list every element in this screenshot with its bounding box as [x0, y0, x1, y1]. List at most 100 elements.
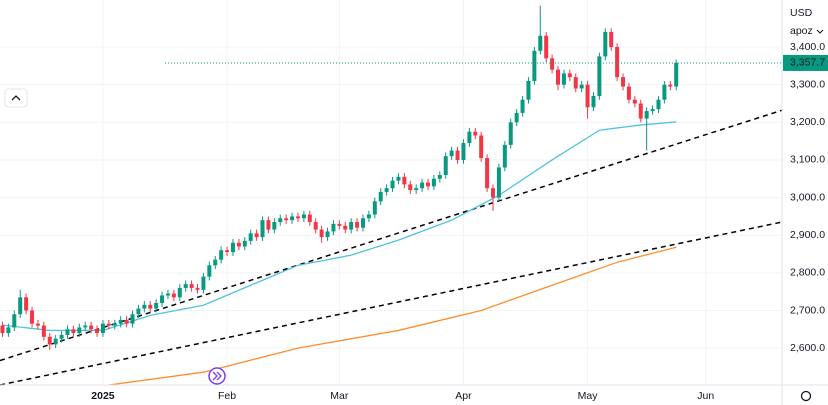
candle-body [479, 135, 484, 159]
candle-body [508, 122, 513, 145]
candle-body [644, 111, 649, 119]
candle-body [35, 323, 40, 326]
candle-body [284, 218, 289, 221]
candle-body [396, 176, 401, 181]
candle-body [207, 265, 212, 277]
candle-body [112, 323, 117, 326]
candle-body [496, 167, 501, 198]
candle-body [65, 329, 70, 335]
candle-body [272, 222, 277, 230]
candle-body [378, 191, 383, 202]
candle-body [53, 338, 58, 345]
collapse-icon [11, 95, 21, 101]
candle-body [77, 327, 82, 334]
candle-body [183, 284, 188, 288]
candle-body [567, 73, 572, 78]
candle-body [390, 180, 395, 189]
candle-body [473, 131, 478, 136]
candle-body [24, 297, 29, 311]
candle-body [331, 223, 336, 232]
settings-icon[interactable] [800, 390, 812, 402]
candle-body [550, 58, 555, 70]
candle-body [467, 131, 472, 144]
candle-body [538, 35, 543, 51]
candle-body [384, 188, 389, 192]
candle-body [95, 329, 100, 334]
candle-body [154, 302, 159, 309]
candle-body [349, 222, 354, 230]
candle-body [248, 233, 253, 241]
candle-body [6, 327, 11, 334]
candle-body [626, 86, 631, 100]
candle-body [561, 73, 566, 85]
plot [0, 5, 783, 386]
candle-body [242, 240, 247, 247]
x-tick-label: Jun [697, 390, 714, 402]
y-tick-label: 2,800.0 [790, 267, 825, 279]
candle-body [278, 218, 283, 223]
collapse-button[interactable] [4, 88, 28, 108]
candle-body [609, 31, 614, 48]
candle-body [674, 62, 679, 87]
candle-body [160, 295, 165, 303]
candle-body [171, 293, 176, 298]
candle-body [18, 297, 23, 315]
x-tick-label: Apr [455, 390, 472, 402]
candle-body [337, 223, 342, 226]
y-tick-label: 3,200.0 [790, 116, 825, 128]
y-tick-label: 2,900.0 [790, 229, 825, 241]
candle-body [136, 308, 141, 315]
candle-body [366, 214, 371, 219]
candle-body [591, 95, 596, 108]
candle-body [431, 178, 436, 187]
trendline [0, 109, 783, 362]
candle-body [615, 47, 620, 78]
candle-body [425, 182, 430, 187]
price-tag-label: 3,357.7 [790, 57, 825, 69]
dropdown-icon[interactable] [816, 29, 824, 34]
candle-body [502, 144, 507, 168]
candle-body [47, 336, 52, 345]
x-tick-label: May [578, 390, 599, 402]
candle-body [355, 222, 360, 228]
candle-body [59, 334, 64, 339]
candle-body [414, 188, 419, 191]
candle-body [266, 220, 271, 230]
grid [0, 0, 782, 385]
candle-body [573, 77, 578, 89]
candle-body [556, 69, 561, 85]
candle-body [402, 176, 407, 185]
candle-body [579, 84, 584, 89]
candle-body [219, 250, 224, 260]
candle-body [662, 84, 667, 100]
candle-body [621, 77, 626, 87]
currency: USD [790, 7, 813, 19]
x-tick-label: Feb [218, 390, 236, 402]
y-tick-label: 2,600.0 [790, 342, 825, 354]
candle-body [12, 314, 17, 328]
candle-body [118, 319, 123, 324]
candle-body [130, 314, 135, 324]
candle-body [148, 304, 153, 309]
candle-body [142, 304, 147, 309]
candle-body [585, 84, 590, 108]
candle-body [437, 175, 442, 179]
candle-body [71, 329, 76, 334]
y-tick-label: 3,400.0 [790, 41, 825, 53]
candle-body [301, 214, 306, 219]
candle-body [30, 310, 35, 324]
candle-body [656, 99, 661, 110]
candle-body [236, 242, 241, 247]
candle-body [408, 184, 413, 191]
candle-body [443, 156, 448, 175]
moving-average [2, 121, 677, 332]
candle-body [449, 150, 454, 157]
candle-body [189, 284, 194, 288]
scale-label: apoz [790, 25, 813, 37]
candle-body [461, 143, 466, 160]
candle-body [195, 287, 200, 290]
x-tick-label: Mar [330, 390, 349, 402]
trendline [0, 221, 783, 386]
